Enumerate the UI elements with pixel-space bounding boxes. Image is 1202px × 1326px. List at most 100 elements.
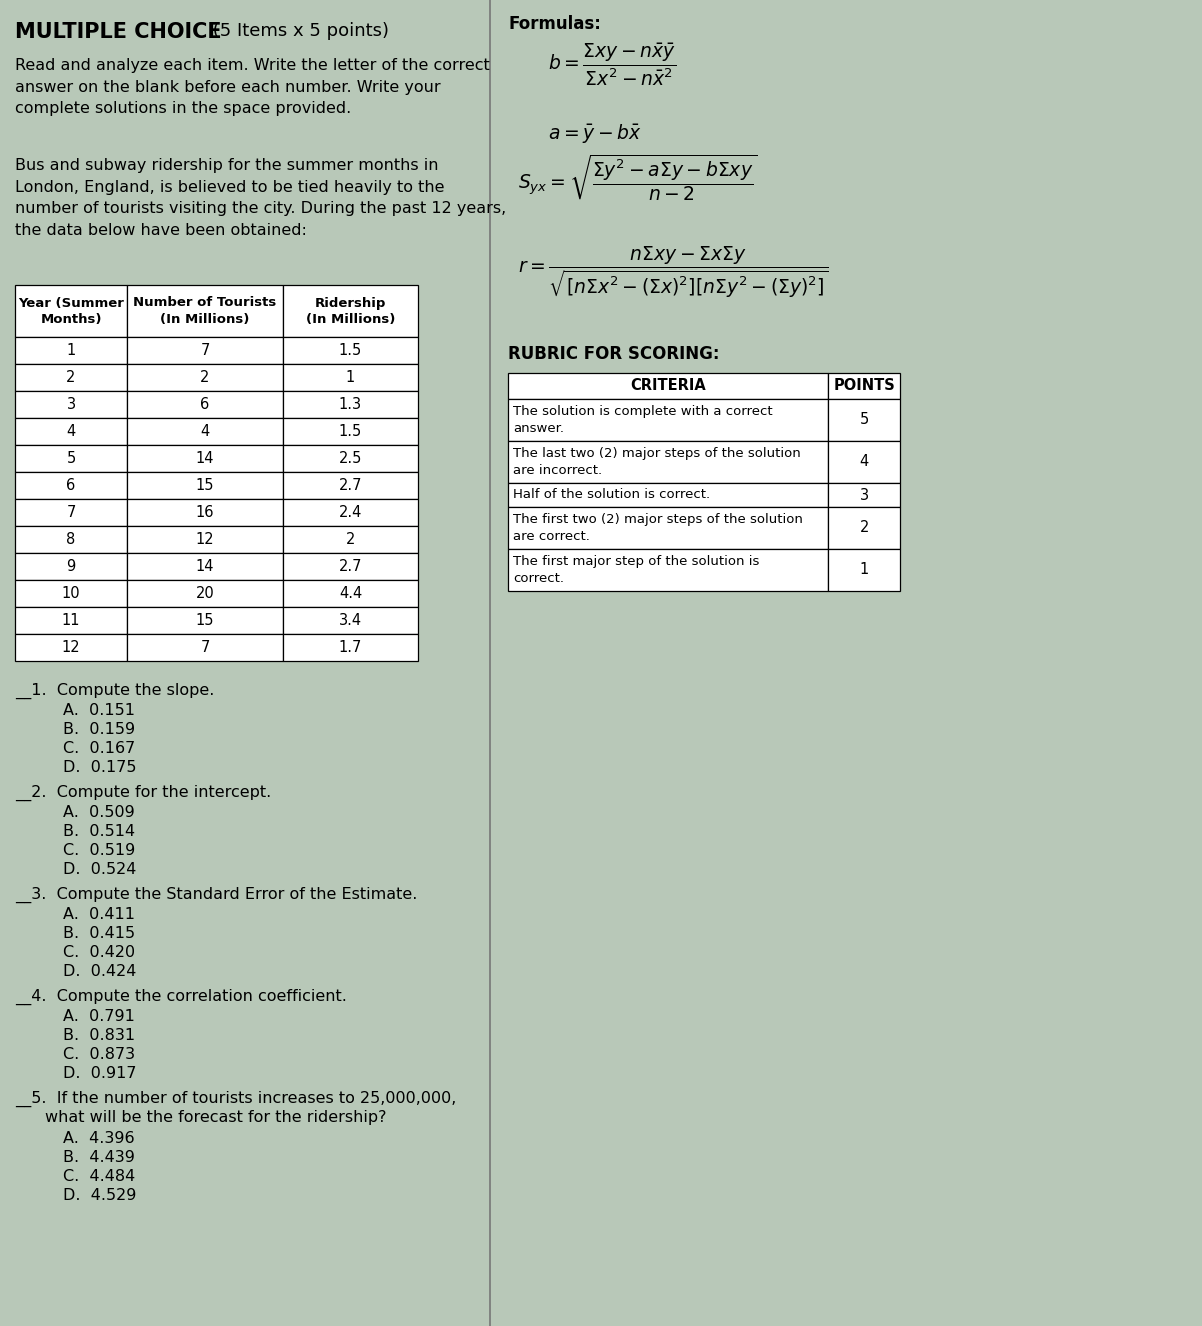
Text: 1.5: 1.5	[339, 343, 362, 358]
Text: A.  4.396: A. 4.396	[63, 1131, 135, 1146]
Bar	[14, 634, 127, 660]
Text: 2: 2	[66, 370, 76, 385]
Text: A.  0.411: A. 0.411	[63, 907, 135, 922]
Bar	[508, 399, 828, 442]
Text: 12: 12	[196, 532, 214, 548]
Bar	[508, 507, 828, 549]
Text: 5: 5	[66, 451, 76, 465]
Bar	[282, 285, 418, 337]
Bar	[127, 499, 282, 526]
Text: Number of Tourists
(In Millions): Number of Tourists (In Millions)	[133, 297, 276, 325]
Text: C.  0.519: C. 0.519	[63, 843, 136, 858]
Bar	[14, 418, 127, 446]
Text: 14: 14	[196, 560, 214, 574]
Text: A.  0.151: A. 0.151	[63, 703, 135, 717]
Bar	[14, 553, 127, 579]
Bar	[828, 399, 900, 442]
Text: 7: 7	[201, 343, 209, 358]
Bar	[14, 472, 127, 499]
Text: C.  0.167: C. 0.167	[63, 741, 136, 756]
Bar	[127, 418, 282, 446]
Text: The solution is complete with a correct
answer.: The solution is complete with a correct …	[513, 406, 773, 435]
Text: Read and analyze each item. Write the letter of the correct
answer on the blank : Read and analyze each item. Write the le…	[14, 58, 489, 117]
Text: 6: 6	[66, 477, 76, 493]
Text: C.  0.873: C. 0.873	[63, 1048, 135, 1062]
Text: The first two (2) major steps of the solution
are correct.: The first two (2) major steps of the sol…	[513, 513, 803, 542]
Text: RUBRIC FOR SCORING:: RUBRIC FOR SCORING:	[508, 345, 720, 363]
Text: 3.4: 3.4	[339, 613, 362, 629]
Text: 2.7: 2.7	[339, 477, 362, 493]
Text: __5.  If the number of tourists increases to 25,000,000,: __5. If the number of tourists increases…	[14, 1091, 457, 1107]
Bar	[508, 373, 828, 399]
Text: 8: 8	[66, 532, 76, 548]
Text: 2.5: 2.5	[339, 451, 362, 465]
Text: 4: 4	[201, 424, 209, 439]
Text: __3.  Compute the Standard Error of the Estimate.: __3. Compute the Standard Error of the E…	[14, 887, 417, 903]
Bar	[282, 391, 418, 418]
Text: CRITERIA: CRITERIA	[631, 378, 707, 394]
Bar	[282, 526, 418, 553]
Text: 7: 7	[201, 640, 209, 655]
Text: B.  0.514: B. 0.514	[63, 823, 135, 839]
Bar	[14, 607, 127, 634]
Bar	[127, 446, 282, 472]
Text: 20: 20	[196, 586, 214, 601]
Text: The first major step of the solution is
correct.: The first major step of the solution is …	[513, 556, 760, 585]
Text: B.  4.439: B. 4.439	[63, 1150, 135, 1166]
Text: B.  0.159: B. 0.159	[63, 721, 135, 737]
Text: $b = \dfrac{\Sigma xy - n\bar{x}\bar{y}}{\Sigma x^2 - n\bar{x}^2}$: $b = \dfrac{\Sigma xy - n\bar{x}\bar{y}}…	[548, 42, 677, 89]
Text: 7: 7	[66, 505, 76, 520]
Bar	[508, 483, 828, 507]
Bar	[14, 365, 127, 391]
Text: 1.7: 1.7	[339, 640, 362, 655]
Bar	[508, 549, 828, 591]
Bar	[14, 446, 127, 472]
Text: 1: 1	[66, 343, 76, 358]
Bar	[14, 337, 127, 365]
Text: 2: 2	[201, 370, 209, 385]
Bar	[127, 579, 282, 607]
Text: 12: 12	[61, 640, 81, 655]
Text: 4: 4	[859, 455, 869, 469]
Text: __1.  Compute the slope.: __1. Compute the slope.	[14, 683, 214, 699]
Text: 5: 5	[859, 412, 869, 427]
Text: D.  0.424: D. 0.424	[63, 964, 136, 979]
Bar	[14, 285, 127, 337]
Text: 1.3: 1.3	[339, 396, 362, 412]
Bar	[282, 446, 418, 472]
Bar	[127, 607, 282, 634]
Text: D.  0.524: D. 0.524	[63, 862, 136, 876]
Text: Year (Summer
Months): Year (Summer Months)	[18, 297, 124, 325]
Text: MULTIPLE CHOICE: MULTIPLE CHOICE	[14, 23, 221, 42]
Text: 2.7: 2.7	[339, 560, 362, 574]
Text: 15: 15	[196, 477, 214, 493]
Text: D.  0.175: D. 0.175	[63, 760, 137, 774]
Text: A.  0.791: A. 0.791	[63, 1009, 135, 1024]
Bar	[127, 391, 282, 418]
Text: $S_{yx} = \sqrt{\dfrac{\Sigma y^2 - a\Sigma y - b\Sigma xy}{n - 2}}$: $S_{yx} = \sqrt{\dfrac{\Sigma y^2 - a\Si…	[518, 152, 758, 203]
Text: 2: 2	[859, 521, 869, 536]
Text: C.  4.484: C. 4.484	[63, 1170, 136, 1184]
Bar	[828, 373, 900, 399]
Text: $r = \dfrac{n\Sigma xy - \Sigma x \Sigma y}{\sqrt{[n\Sigma x^2 - (\Sigma x)^2][n: $r = \dfrac{n\Sigma xy - \Sigma x \Sigma…	[518, 245, 828, 300]
Bar	[127, 337, 282, 365]
Text: 4.4: 4.4	[339, 586, 362, 601]
Bar	[282, 365, 418, 391]
Bar	[282, 337, 418, 365]
Text: 1.5: 1.5	[339, 424, 362, 439]
Text: 2.4: 2.4	[339, 505, 362, 520]
Text: A.  0.509: A. 0.509	[63, 805, 135, 819]
Text: The last two (2) major steps of the solution
are incorrect.: The last two (2) major steps of the solu…	[513, 447, 802, 476]
Text: Half of the solution is correct.: Half of the solution is correct.	[513, 488, 710, 501]
Bar	[127, 285, 282, 337]
Bar	[127, 634, 282, 660]
Text: 10: 10	[61, 586, 81, 601]
Bar	[828, 442, 900, 483]
Text: 9: 9	[66, 560, 76, 574]
Text: 11: 11	[61, 613, 81, 629]
Bar	[127, 472, 282, 499]
Text: 1: 1	[859, 562, 869, 578]
Bar	[282, 472, 418, 499]
Text: (5 Items x 5 points): (5 Items x 5 points)	[207, 23, 389, 40]
Text: 1: 1	[346, 370, 355, 385]
